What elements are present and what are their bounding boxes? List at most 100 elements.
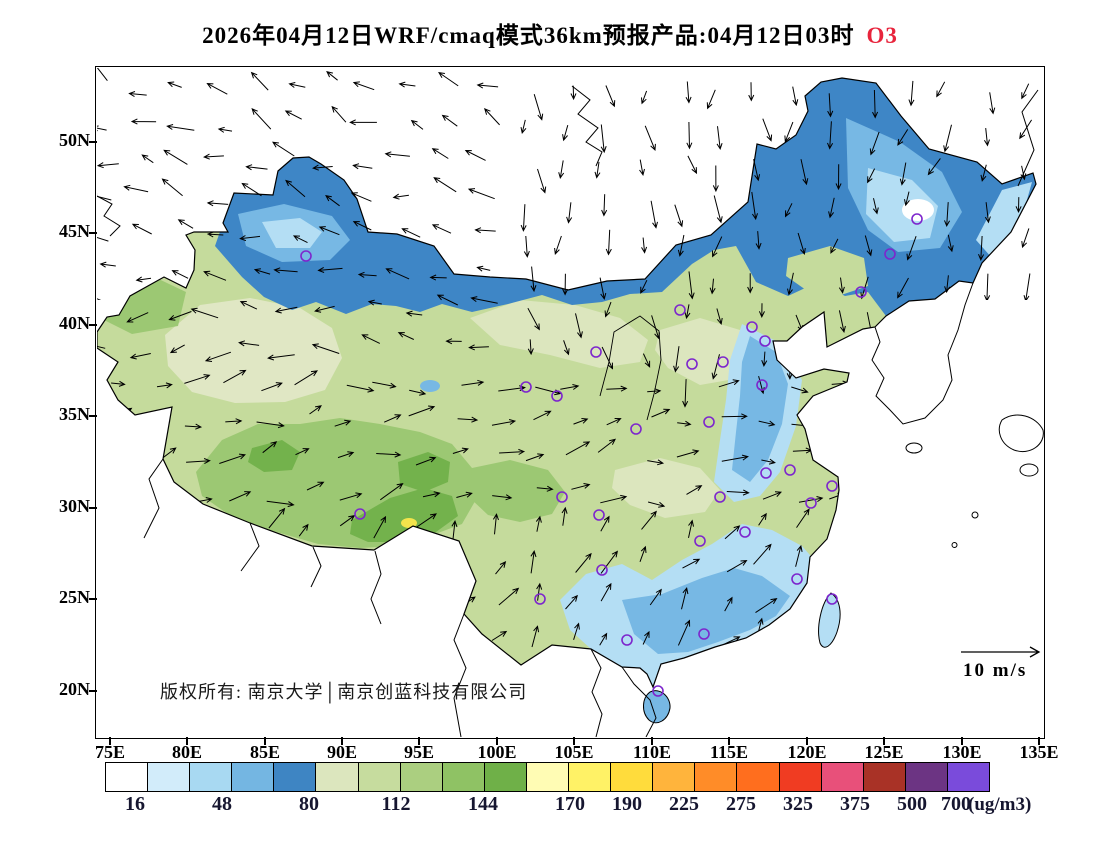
outline-russia-coast-ne xyxy=(1017,89,1039,187)
wind-arrow xyxy=(339,515,356,527)
colorbar-segment xyxy=(820,763,863,791)
colorbar-segment xyxy=(610,763,653,791)
lon-label: 130E xyxy=(942,742,982,762)
wind-arrow xyxy=(338,559,360,574)
wind-arrow xyxy=(984,488,1010,498)
station-marker xyxy=(884,248,896,260)
wind-scale-arrow-icon xyxy=(961,646,1041,658)
outline-ryukyu-2 xyxy=(951,542,958,548)
lon-label: 75E xyxy=(94,742,125,762)
wind-arrow xyxy=(523,235,530,258)
copyright-text: 版权所有: 南京大学│南京创蓝科技有限公司 xyxy=(160,682,528,702)
lon-tick xyxy=(1038,737,1040,745)
wind-arrow xyxy=(250,71,269,91)
wind-arrow xyxy=(108,488,124,495)
wind-arrow xyxy=(864,492,889,502)
region-qaidam-blue-spot xyxy=(420,380,440,392)
wind-arrow xyxy=(97,125,107,132)
wind-arrow xyxy=(171,270,189,279)
wind-arrow xyxy=(716,126,723,151)
wind-arrow xyxy=(984,202,991,224)
wind-arrow xyxy=(130,118,157,125)
wind-arrow xyxy=(438,71,459,87)
wind-arrow xyxy=(303,545,315,569)
wind-arrow xyxy=(562,124,569,142)
wind-arrow xyxy=(186,520,193,536)
wind-arrow xyxy=(184,374,211,384)
wind-arrow xyxy=(129,353,151,360)
wind-arrow xyxy=(561,506,568,526)
wind-arrow xyxy=(495,560,507,575)
colorbar-segment xyxy=(315,763,358,791)
wind-arrow xyxy=(123,184,149,193)
outline-india-line-2 xyxy=(240,522,260,572)
wind-arrow xyxy=(1030,593,1045,602)
wind-arrow xyxy=(229,491,252,502)
wind-arrow xyxy=(262,441,278,454)
colorbar-segment xyxy=(399,763,442,791)
wind-arrow xyxy=(688,519,694,539)
station-marker xyxy=(551,390,563,402)
wind-arrow xyxy=(955,378,962,405)
wind-arrow xyxy=(1019,119,1033,140)
station-marker xyxy=(739,526,751,538)
wind-arrow xyxy=(832,518,842,540)
wind-arrow xyxy=(204,351,232,362)
colorbar-label: 190 xyxy=(612,793,642,815)
wind-arrow xyxy=(533,94,544,121)
wind-arrow xyxy=(915,600,938,610)
wind-arrow xyxy=(530,550,537,574)
wind-arrow xyxy=(600,124,607,154)
wind-arrow xyxy=(376,451,402,458)
colorbar-label: 275 xyxy=(726,793,756,815)
wind-arrow xyxy=(97,162,119,169)
wind-arrow xyxy=(901,487,926,494)
wind-arrow xyxy=(153,539,173,562)
wind-arrow xyxy=(827,121,834,150)
station-marker xyxy=(826,480,838,492)
wind-arrow xyxy=(721,413,748,420)
colorbar-segment xyxy=(106,763,148,791)
wind-arrow xyxy=(917,418,935,426)
wind-arrow xyxy=(1023,353,1033,375)
wind-arrow xyxy=(904,191,910,207)
wind-arrow xyxy=(639,545,647,562)
wind-arrow xyxy=(274,306,298,314)
wind-arrow xyxy=(464,149,486,161)
wind-arrow xyxy=(943,124,952,153)
station-marker xyxy=(694,535,706,547)
lon-tick xyxy=(109,737,111,745)
wind-arrow xyxy=(571,483,591,490)
wind-arrow xyxy=(143,581,154,607)
wind-arrow xyxy=(800,159,809,186)
wind-arrow xyxy=(871,556,895,571)
wind-arrow xyxy=(398,81,416,88)
wind-arrow xyxy=(755,231,762,250)
wind-arrow xyxy=(641,90,648,105)
colorbar-label: 500 xyxy=(897,793,927,815)
wind-arrow xyxy=(525,453,545,462)
wind-arrow xyxy=(751,191,758,221)
wind-arrow xyxy=(536,485,554,492)
wind-arrow xyxy=(297,594,308,607)
wind-arrow xyxy=(266,500,295,508)
china-border xyxy=(97,77,1037,689)
wind-arrow xyxy=(1018,307,1025,326)
wind-arrow xyxy=(762,118,773,142)
wind-arrow xyxy=(97,193,112,201)
wind-arrow xyxy=(947,234,954,253)
wind-arrow xyxy=(897,129,909,146)
wind-arrow xyxy=(836,353,844,372)
lat-label: 50N xyxy=(59,130,90,150)
wind-arrow xyxy=(762,491,782,500)
wind-arrow xyxy=(409,389,427,396)
wind-arrow xyxy=(256,421,285,429)
wind-arrow xyxy=(447,539,455,564)
wind-arrow xyxy=(563,340,570,356)
wind-arrow xyxy=(531,625,540,648)
wind-arrow xyxy=(1030,389,1045,399)
wind-arrow xyxy=(575,313,583,339)
wind-arrow xyxy=(909,352,918,373)
wind-arrow xyxy=(647,501,666,508)
wind-arrow xyxy=(597,438,617,453)
